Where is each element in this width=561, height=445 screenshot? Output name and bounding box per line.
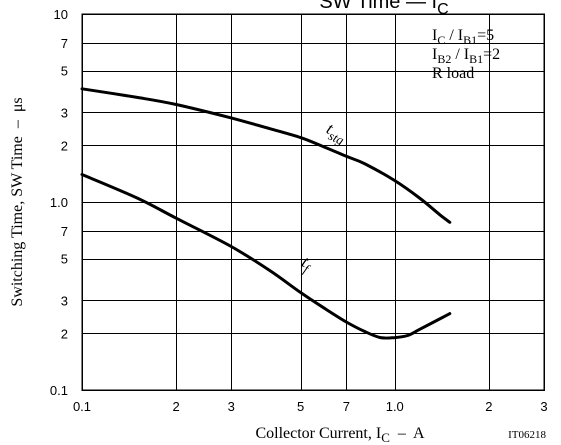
condition-line-0: IC / IB1=5 (432, 27, 494, 47)
condition-line-2: R load (432, 65, 474, 82)
figure-code: IT06218 (508, 429, 546, 441)
chart-title-sub: C (437, 1, 449, 18)
chart-title-main: SW Time — I (319, 0, 437, 13)
series-label-tf: tf (297, 252, 316, 277)
x-tick-label-7: 3 (540, 399, 547, 414)
series-curve-tstg (80, 87, 452, 224)
condition-sub1: C (437, 33, 445, 47)
series-curve-tf (80, 173, 452, 340)
y-tick-label-4: 7 (61, 224, 68, 239)
y-tick-label-0: 0.1 (50, 383, 68, 398)
x-tick-label-4: 7 (343, 399, 350, 414)
y-tick-label-10: 10 (54, 7, 68, 22)
x-axis-label-sub: C (381, 430, 390, 445)
y-tick-label-5: 1.0 (50, 195, 68, 210)
y-tick-label-6: 2 (61, 138, 68, 153)
series-label-sub: stg (326, 128, 347, 148)
y-axis-label: Switching Time, SW Time – μs (9, 97, 26, 306)
condition-main: R load (432, 65, 474, 82)
condition-tail: =2 (483, 46, 500, 63)
condition-sub2: B1 (463, 33, 477, 47)
series-labels: tstg tf (297, 119, 350, 278)
condition-mid: / I (445, 27, 463, 44)
x-axis-label-main: Collector Current, I (255, 425, 381, 442)
chart-title: SW Time — IC (319, 0, 448, 18)
series-label-tstg: tstg (322, 119, 350, 148)
y-tick-labels: 0.1 2 3 5 7 1.0 2 3 5 7 10 (50, 7, 68, 398)
condition-tail: =5 (477, 27, 494, 44)
x-tick-labels: 0.1 2 3 5 7 1.0 2 3 (73, 399, 548, 414)
x-axis-label: Collector Current, IC – A (255, 425, 425, 445)
condition-sub2: B1 (469, 52, 483, 66)
condition-line-1: IB2 / IB1=2 (432, 46, 500, 66)
plot-frame (81, 13, 545, 391)
y-tick-label-2: 3 (61, 293, 68, 308)
x-tick-label-2: 3 (228, 399, 235, 414)
y-tick-label-9: 7 (61, 36, 68, 51)
series-label-sub: f (302, 261, 314, 277)
y-tick-label-7: 3 (61, 105, 68, 120)
x-tick-label-0: 0.1 (73, 399, 91, 414)
x-tick-label-6: 2 (485, 399, 492, 414)
y-tick-label-1: 2 (61, 326, 68, 341)
x-tick-label-5: 1.0 (386, 399, 404, 414)
condition-main: I (432, 27, 437, 44)
condition-mid: / I (451, 46, 469, 63)
y-tick-label-3: 5 (61, 252, 68, 267)
x-tick-label-1: 2 (173, 399, 180, 414)
y-tick-label-8: 5 (61, 64, 68, 79)
series-curves (80, 87, 452, 340)
condition-main: I (432, 46, 437, 63)
condition-sub1: B2 (437, 52, 451, 66)
grid-lines (82, 14, 545, 391)
x-tick-label-3: 5 (297, 399, 304, 414)
x-axis-label-unit: – A (390, 425, 425, 442)
